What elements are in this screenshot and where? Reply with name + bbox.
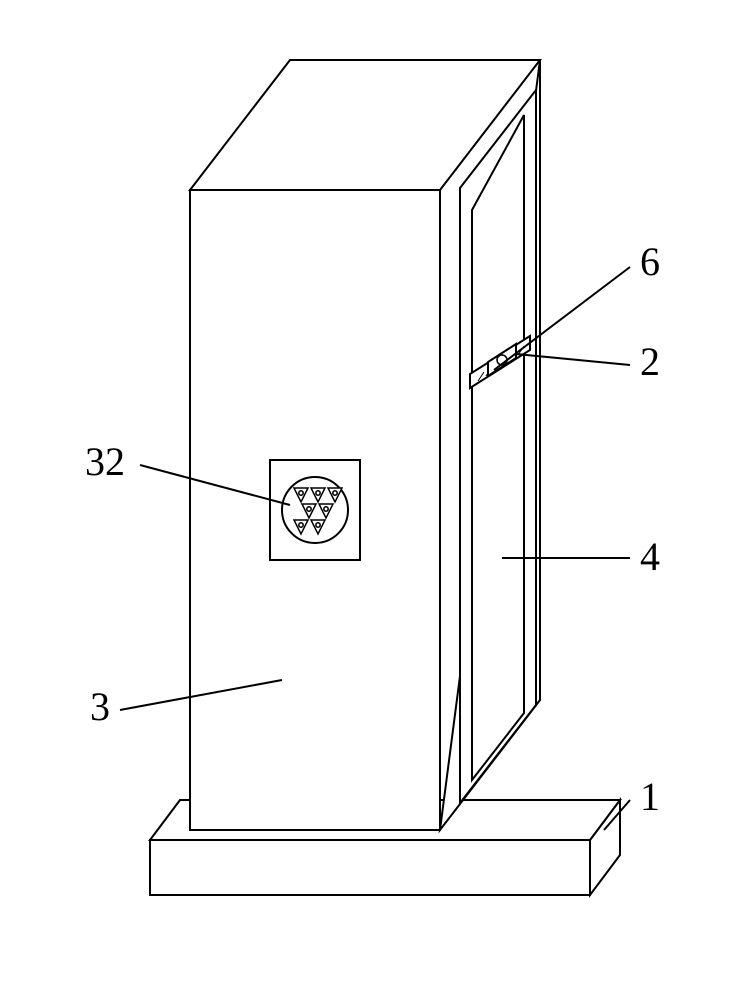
- label-1: 1: [640, 774, 660, 819]
- door-panel: [460, 90, 536, 803]
- diagram-svg: 1 2 3 4 6 32: [0, 0, 753, 1000]
- connector-panel: [270, 460, 360, 560]
- label-32: 32: [85, 439, 125, 484]
- label-4: 4: [640, 534, 660, 579]
- label-2: 2: [640, 339, 660, 384]
- label-6: 6: [640, 239, 660, 284]
- label-3: 3: [90, 684, 110, 729]
